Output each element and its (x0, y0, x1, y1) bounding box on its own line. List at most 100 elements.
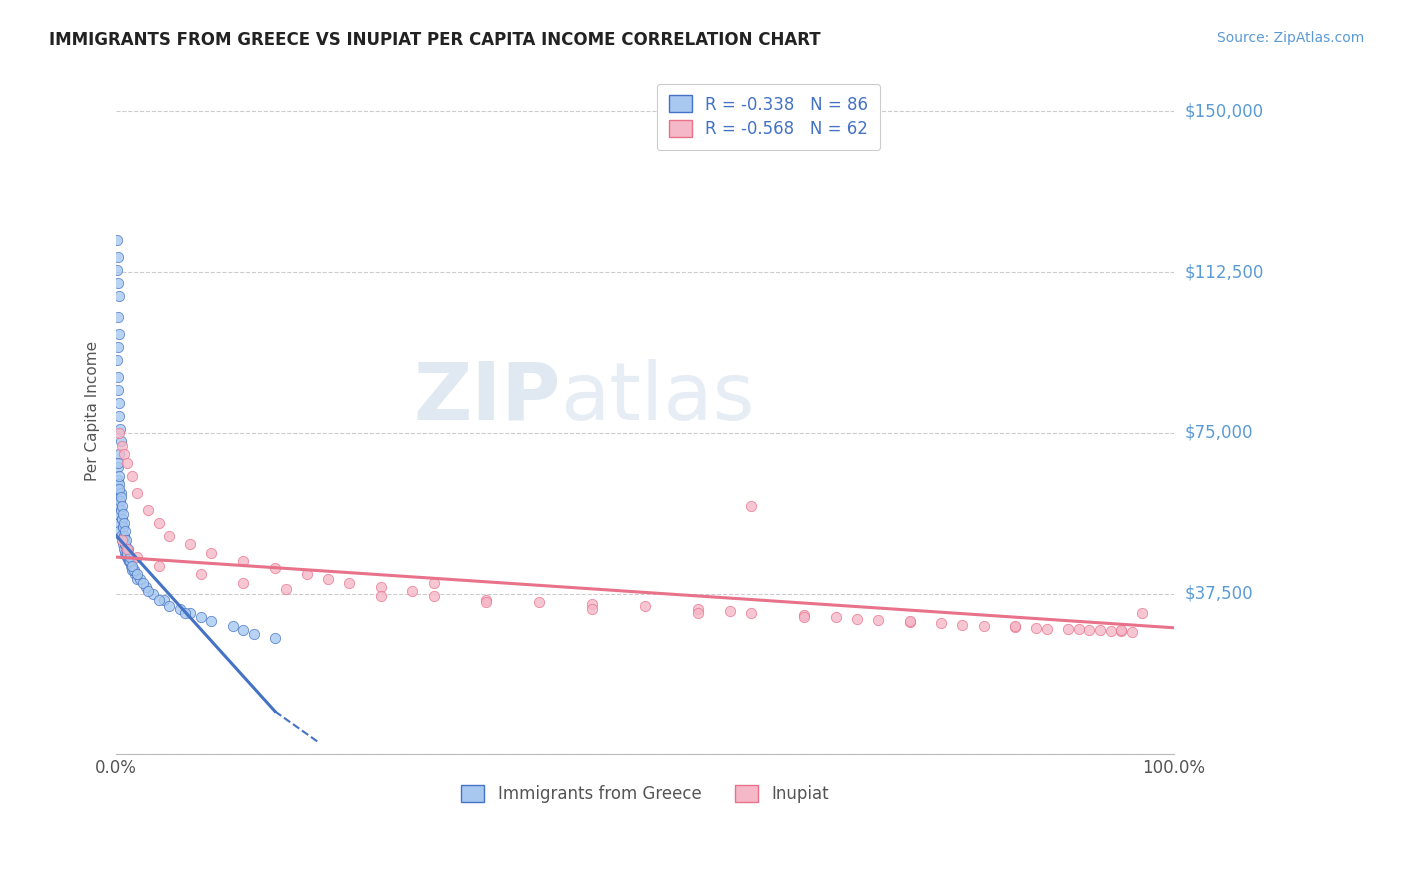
Point (110, 533, 132, 547)
Point (740, 606, 762, 620)
Point (422, 589, 444, 603)
Point (634, 599, 657, 614)
Point (105, 490, 128, 504)
Point (108, 421, 131, 435)
Text: $75,000: $75,000 (1185, 424, 1254, 442)
Point (110, 503, 132, 517)
Point (118, 554, 141, 568)
Point (740, 499, 762, 513)
Point (135, 580, 157, 594)
Point (108, 494, 131, 508)
Point (232, 575, 254, 590)
Text: IMMIGRANTS FROM GREECE VS INUPIAT PER CAPITA INCOME CORRELATION CHART: IMMIGRANTS FROM GREECE VS INUPIAT PER CA… (49, 31, 821, 49)
Point (108, 425, 131, 440)
Point (529, 595, 551, 609)
Point (1025, 621, 1047, 635)
Point (108, 327, 131, 342)
Point (221, 618, 243, 632)
Text: ZIP: ZIP (413, 359, 561, 437)
Point (112, 541, 135, 556)
Point (121, 563, 143, 577)
Point (115, 546, 138, 560)
Point (107, 276, 129, 290)
Point (115, 541, 138, 556)
Point (108, 468, 131, 483)
Point (105, 482, 128, 496)
Point (337, 575, 360, 590)
Point (581, 597, 603, 611)
Point (114, 533, 136, 547)
Point (422, 575, 444, 590)
Point (110, 490, 132, 504)
Point (127, 572, 149, 586)
Point (128, 572, 150, 586)
Point (112, 528, 135, 542)
Point (136, 503, 159, 517)
Point (108, 447, 131, 461)
Point (179, 606, 201, 620)
Point (401, 584, 423, 599)
Point (1067, 623, 1090, 637)
Point (107, 473, 129, 487)
Point (148, 593, 170, 607)
Point (242, 627, 264, 641)
Point (157, 528, 180, 542)
Point (107, 383, 129, 397)
Point (105, 233, 128, 247)
Point (370, 580, 392, 594)
Point (111, 537, 134, 551)
Point (105, 263, 128, 277)
Point (1109, 623, 1132, 637)
Point (132, 575, 155, 590)
Point (114, 537, 136, 551)
Point (107, 396, 129, 410)
Point (824, 610, 846, 624)
Legend: Immigrants from Greece, Inupiat: Immigrants from Greece, Inupiat (450, 773, 841, 814)
Point (157, 599, 180, 614)
Point (232, 623, 254, 637)
Point (110, 434, 132, 449)
Point (111, 520, 134, 534)
Point (107, 370, 129, 384)
Point (793, 607, 815, 622)
Point (232, 554, 254, 568)
Point (1078, 623, 1101, 637)
Point (174, 606, 197, 620)
Point (107, 340, 129, 354)
Point (686, 601, 709, 615)
Point (475, 593, 498, 607)
Point (107, 456, 129, 470)
Point (110, 511, 132, 525)
Point (114, 524, 136, 539)
Point (108, 482, 131, 496)
Point (110, 528, 132, 542)
Point (898, 615, 921, 630)
Point (274, 582, 297, 597)
Y-axis label: Per Capita Income: Per Capita Income (86, 342, 100, 482)
Point (169, 601, 191, 615)
Point (112, 447, 135, 461)
Point (127, 550, 149, 565)
Point (110, 485, 132, 500)
Text: $112,500: $112,500 (1185, 263, 1264, 281)
Point (118, 554, 141, 568)
Point (118, 554, 141, 568)
Point (1036, 622, 1059, 636)
Point (105, 353, 128, 368)
Point (148, 516, 170, 530)
Point (115, 456, 138, 470)
Point (112, 528, 135, 542)
Point (114, 546, 136, 560)
Text: atlas: atlas (561, 359, 755, 437)
Point (200, 615, 222, 629)
Point (190, 610, 212, 624)
Point (121, 468, 143, 483)
Point (112, 520, 135, 534)
Point (115, 546, 138, 560)
Point (1109, 624, 1132, 639)
Point (793, 610, 815, 624)
Text: $37,500: $37,500 (1185, 584, 1254, 602)
Point (107, 250, 129, 264)
Point (190, 567, 212, 582)
Point (122, 563, 145, 577)
